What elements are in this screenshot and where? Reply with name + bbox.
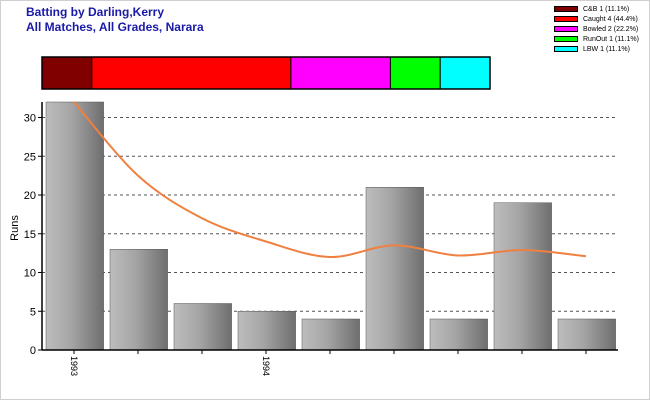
y-tick-label: 30: [24, 113, 36, 125]
legend-item: Caught 4 (44.4%): [554, 14, 639, 24]
bar: [237, 311, 296, 351]
dismissal-strip: [41, 56, 491, 90]
dismissal-segment: [290, 56, 391, 90]
chart-title: Batting by Darling,Kerry: [26, 5, 165, 19]
x-tick-label: 1993: [69, 356, 79, 376]
legend-swatch: [554, 6, 578, 12]
legend-label: RunOut 1 (11.1%): [583, 35, 639, 43]
dismissal-segment: [41, 56, 93, 90]
legend-label: Caught 4 (44.4%): [583, 15, 638, 23]
legend-swatch: [554, 36, 578, 42]
legend-label: C&B 1 (11.1%): [583, 5, 630, 13]
bar: [45, 101, 104, 351]
legend-item: RunOut 1 (11.1%): [554, 34, 639, 44]
bar: [493, 202, 552, 351]
legend-item: C&B 1 (11.1%): [554, 4, 639, 14]
dismissal-strip-border: [41, 56, 491, 90]
y-tick-label: 0: [30, 345, 36, 357]
y-tick-label: 5: [30, 306, 36, 318]
dismissal-segment: [439, 56, 491, 90]
trend-line-group: [73, 101, 587, 259]
chart-subtitle: All Matches, All Grades, Narara: [26, 20, 204, 34]
y-tick-label: 25: [24, 151, 36, 163]
y-tick-label: 20: [24, 190, 36, 202]
dismissal-segment: [389, 56, 441, 90]
dismissal-segment: [91, 56, 292, 90]
bars: [45, 101, 616, 351]
bar: [365, 187, 424, 351]
legend-swatch: [554, 16, 578, 22]
bar: [557, 318, 616, 351]
legend-swatch: [554, 46, 578, 52]
legend-swatch: [554, 26, 578, 32]
bar: [429, 318, 488, 351]
bar: [109, 249, 168, 351]
trend-line: [73, 101, 587, 259]
legend-label: LBW 1 (11.1%): [583, 45, 630, 53]
legend-item: Bowled 2 (22.2%): [554, 24, 639, 34]
y-tick-label: 15: [24, 229, 36, 241]
axes: 0 5 10 15 20 25 30 1993 1994: [24, 102, 618, 376]
y-axis-label: Runs: [9, 215, 21, 241]
x-tick-label: 1994: [261, 356, 271, 376]
y-tick-label: 10: [24, 268, 36, 280]
legend-label: Bowled 2 (22.2%): [583, 25, 639, 33]
bar: [173, 303, 232, 351]
legend-item: LBW 1 (11.1%): [554, 44, 639, 54]
legend: C&B 1 (11.1%) Caught 4 (44.4%) Bowled 2 …: [554, 4, 639, 54]
bar: [301, 318, 360, 351]
